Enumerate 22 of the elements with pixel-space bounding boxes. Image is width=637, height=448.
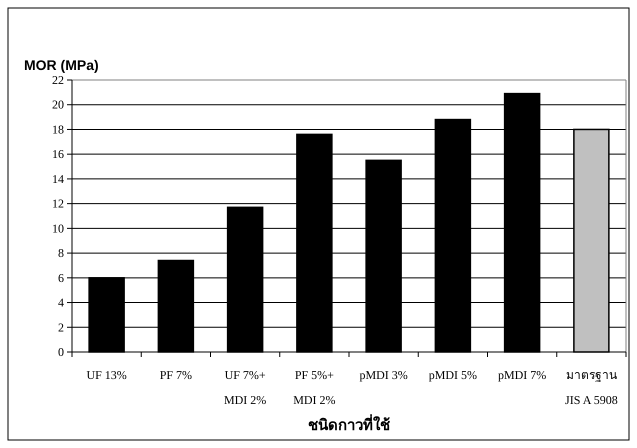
x-tick-label: UF 13%	[86, 368, 127, 382]
y-tick-label: 8	[58, 246, 64, 260]
y-tick-label: 6	[58, 270, 64, 285]
y-tick-label: 10	[52, 221, 64, 236]
x-tick-label: มาตรฐาน JIS A 5908	[565, 368, 618, 407]
y-axis-title: MOR (MPa)	[24, 57, 99, 73]
y-tick-label: 2	[58, 320, 64, 334]
x-axis-title: ชนิดกาวที่ใช้	[308, 414, 390, 434]
y-tick-label: 12	[52, 196, 64, 211]
y-tick-label: 20	[52, 98, 64, 112]
y-tick-label: 14	[52, 172, 64, 186]
x-tick-label: PF 5%+ MDI 2%	[293, 368, 336, 407]
x-tick-label: UF 7%+ MDI 2%	[224, 368, 266, 407]
x-tick-label: pMDI 5%	[428, 368, 478, 382]
x-tick-label: pMDI 7%	[498, 368, 546, 382]
y-tick-label: 0	[58, 345, 64, 359]
y-tick-label: 16	[52, 147, 64, 162]
y-tick-label: 18	[52, 122, 64, 136]
x-tick-label: PF 7%	[160, 368, 192, 382]
x-tick-label: pMDI 3%	[359, 368, 408, 382]
y-tick-label: 22	[52, 73, 64, 87]
y-tick-label: 4	[58, 296, 64, 310]
